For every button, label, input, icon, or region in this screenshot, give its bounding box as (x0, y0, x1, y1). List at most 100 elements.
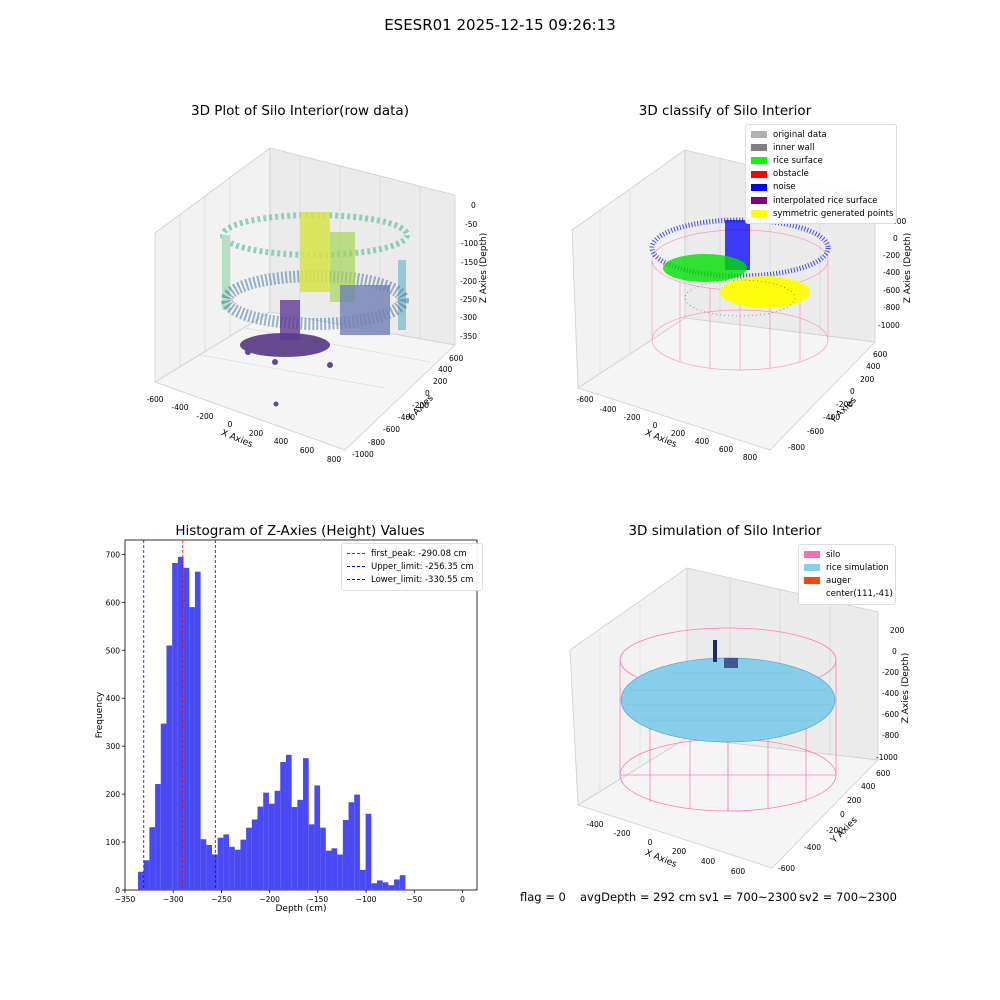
histogram-bar (348, 802, 355, 890)
histogram-bar (359, 869, 366, 890)
histogram-bar (337, 854, 343, 890)
histogram-bar (331, 848, 338, 890)
svg-text:400: 400 (861, 782, 876, 791)
histogram-bar (303, 758, 309, 890)
histogram-x-tick-label: −100 (356, 895, 377, 904)
legend-swatch (751, 183, 767, 191)
svg-text:200: 200 (847, 796, 862, 805)
svg-text:-200: -200 (883, 251, 900, 260)
histogram-bar (229, 846, 235, 890)
histogram-bar (206, 844, 212, 890)
histogram-bar (354, 794, 360, 890)
legend-swatch (804, 564, 820, 572)
histogram-reference-lines (143, 540, 216, 890)
svg-text:800: 800 (743, 453, 758, 462)
svg-text:400: 400 (701, 857, 716, 866)
svg-text:200: 200 (433, 377, 448, 386)
histogram-bar (200, 839, 207, 890)
legend-item-original-data: original data (751, 128, 891, 141)
legend-item-silo: silo (804, 548, 890, 561)
svg-text:-200: -200 (836, 400, 853, 409)
svg-text:-600: -600 (778, 864, 795, 873)
svg-text:0: 0 (471, 201, 476, 210)
legend-swatch (751, 131, 767, 139)
simulation-y-axis-label: Y Axies (829, 815, 860, 846)
svg-text:400: 400 (695, 437, 710, 446)
histogram-bar (143, 860, 150, 890)
histogram-bar (297, 799, 304, 890)
histogram-y-tick-label: 300 (106, 742, 121, 751)
histogram-bar (246, 827, 252, 890)
svg-text:-600: -600 (576, 395, 593, 404)
svg-text:200: 200 (671, 429, 686, 438)
histogram-x-tick-label: −350 (115, 895, 136, 904)
classify-x-tick-labels: -600 -400 -200 0 200 400 600 800 (576, 395, 757, 462)
svg-text:-1000: -1000 (878, 321, 900, 330)
histogram-x-axis-label: Depth (cm) (275, 904, 326, 914)
histogram-y-axis-label: Frequency (95, 691, 105, 738)
svg-text:0: 0 (228, 420, 233, 429)
histogram-y-tick-label: 600 (106, 598, 121, 607)
legend-line (347, 553, 365, 555)
classify-y-axis-label: Y Axies (828, 395, 859, 426)
sv2-status: sv2 = 700~2300 (799, 890, 897, 904)
histogram-bar (257, 806, 264, 890)
classify-y-tick-labels: -800 -600 -400 -200 0 200 400 600 (788, 350, 888, 452)
histogram-bar (382, 882, 389, 890)
histogram-y-ticks: 0 100 200 300 400 500 600 700 (106, 550, 125, 895)
histogram-bar (189, 607, 195, 890)
histogram-bar (138, 871, 144, 890)
histogram-bar (217, 837, 224, 890)
svg-text:800: 800 (327, 455, 342, 464)
legend-swatch (804, 551, 820, 559)
histogram-bar (251, 819, 258, 890)
simulation-z-axis-label: Z Axies (Depth) (901, 653, 911, 724)
svg-text:-200: -200 (412, 401, 429, 410)
histogram-bar (149, 827, 156, 890)
raw-plot-title: 3D Plot of Silo Interior(row data) (191, 103, 409, 119)
histogram-x-tick-label: 0 (460, 895, 465, 904)
simulation-x-tick-labels: -400 -200 0 200 400 600 (586, 820, 745, 876)
svg-text:0: 0 (840, 810, 845, 819)
histogram-y-tick-label: 500 (106, 646, 121, 655)
svg-text:600: 600 (300, 446, 315, 455)
raw-y-axis-label: Y Axies (405, 393, 436, 424)
histogram-bar (399, 875, 406, 890)
simulation-plot-title: 3D simulation of Silo Interior (628, 523, 822, 539)
histogram-bar (172, 563, 178, 890)
histogram-x-ticks: −350 −300 −250 −200 −150 −100 −50 0 (115, 890, 465, 904)
classify-z-axis-label: Z Axies (Depth) (903, 233, 913, 304)
svg-text:-800: -800 (883, 303, 900, 312)
histogram-bar (160, 723, 167, 890)
histogram-bar (365, 813, 372, 890)
svg-text:0: 0 (425, 389, 430, 398)
svg-text:400: 400 (274, 437, 289, 446)
svg-text:-600: -600 (383, 425, 400, 434)
raw-x-tick-labels: -600 -400 -200 0 200 400 600 800 (146, 395, 341, 464)
svg-text:-400: -400 (883, 268, 900, 277)
svg-text:-50: -50 (465, 220, 477, 229)
svg-text:-200: -200 (826, 826, 843, 835)
histogram-y-tick-label: 0 (115, 886, 120, 895)
svg-text:0: 0 (892, 647, 897, 656)
histogram-x-tick-label: −150 (308, 895, 329, 904)
sv1-status: sv1 = 700~2300 (699, 890, 797, 904)
histogram-x-tick-label: −300 (163, 895, 184, 904)
legend-item-noise: noise (751, 181, 891, 194)
histogram-bar (155, 784, 161, 890)
histogram-frame (124, 539, 478, 891)
histogram-bars (138, 556, 406, 890)
legend-item-rice-surface: rice surface (751, 154, 891, 167)
legend-item-interpolated-rice-surface: interpolated rice surface (751, 194, 891, 207)
svg-text:-350: -350 (460, 332, 477, 341)
histogram-bar (388, 885, 395, 890)
legend-swatch (751, 157, 767, 165)
svg-text:200: 200 (890, 626, 905, 635)
histogram-bar (263, 792, 269, 890)
svg-text:600: 600 (873, 350, 888, 359)
raw-y-tick-labels: -1000 -800 -600 -400 -200 0 200 400 600 (352, 354, 464, 459)
svg-text:200: 200 (672, 847, 687, 856)
legend-item-lower-limit: Lower_limit: -330.55 cm (347, 573, 477, 586)
histogram-bar (308, 824, 315, 890)
svg-text:0: 0 (653, 421, 658, 430)
